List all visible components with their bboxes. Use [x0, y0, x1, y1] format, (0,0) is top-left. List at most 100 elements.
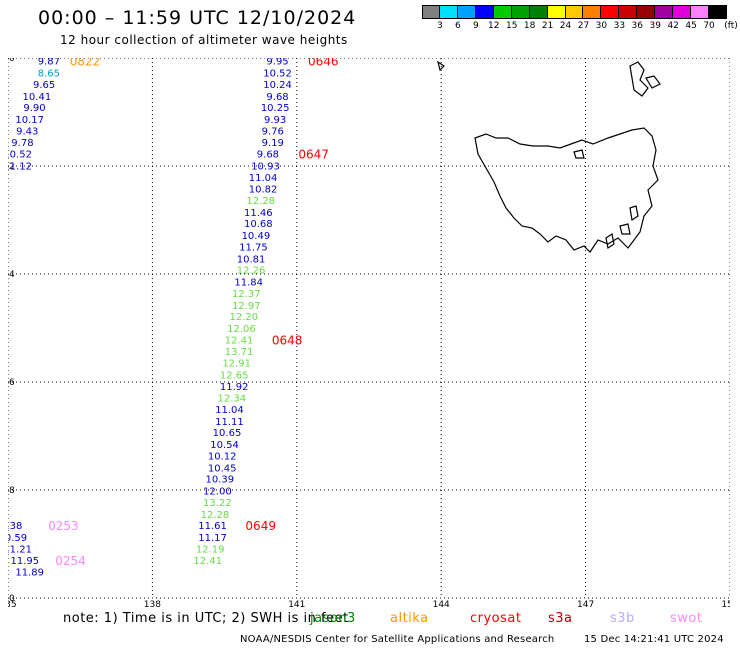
- legend-swatch: [457, 5, 476, 19]
- pass-time-label: 0254: [55, 554, 86, 568]
- legend-swatch: [475, 5, 494, 19]
- wave-height-value: 9.87: [38, 58, 60, 68]
- wave-height-value: 10.39: [205, 475, 234, 486]
- satellite-name-s3b: s3b: [610, 611, 635, 626]
- maria-island-outline: [629, 205, 639, 222]
- wave-height-value: 9.78: [11, 138, 33, 149]
- cape-barren-island-outline: [645, 75, 661, 89]
- longitude-tick-label: 144: [433, 600, 450, 608]
- latitude-tick-label: -50: [8, 594, 15, 604]
- wave-height-value: 9.65: [33, 80, 55, 91]
- legend-level-label: 39: [649, 21, 661, 31]
- satellite-name-s3a: s3a: [548, 611, 573, 626]
- wave-height-value: 10.17: [15, 115, 44, 126]
- legend-swatch: [439, 5, 458, 19]
- latitude-tick-label: -42: [8, 162, 15, 172]
- latitude-tick-label: -46: [8, 378, 15, 388]
- longitude-tick-label: 135: [8, 600, 17, 608]
- legend-swatch: [583, 5, 602, 19]
- legend-swatch: [547, 5, 566, 19]
- wave-height-value: 11.12: [8, 161, 32, 172]
- wave-height-value: 10.68: [244, 219, 273, 230]
- wave-height-value: 12.19: [196, 544, 225, 555]
- wave-height-value: 11.46: [244, 208, 273, 219]
- satellite-name-jason3: jason3: [310, 611, 356, 626]
- wave-height-value: 12.41: [193, 556, 222, 567]
- legend-level-label: 36: [631, 21, 644, 31]
- wave-height-value: 11.75: [239, 242, 268, 253]
- wave-height-value: 13.22: [203, 498, 232, 509]
- footnote: note: 1) Time is in UTC; 2) SWH is in fe…: [63, 611, 349, 626]
- wave-height-value: 8.65: [38, 69, 60, 80]
- axis-tick-labels: 135 138 141 144 147 150 -40 -42 -44 -46 -48 -50: [8, 58, 730, 608]
- pass-time-label: 0253: [48, 519, 79, 533]
- legend-unit-label: (ft): [724, 21, 738, 31]
- wave-height-value: 11.84: [234, 278, 263, 289]
- latitude-tick-label: -48: [8, 486, 15, 496]
- bruny-island-outline: [605, 233, 615, 249]
- wave-height-value: 10.52: [263, 69, 292, 80]
- legend-swatch: [637, 5, 656, 19]
- wave-height-value: 11.95: [11, 556, 40, 567]
- wave-height-value: 9.43: [16, 126, 38, 137]
- wave-height-value: 11.61: [198, 521, 227, 532]
- wave-height-value: 10.12: [208, 451, 237, 462]
- legend-level-label: 18: [523, 21, 536, 31]
- legend-level-label: 27: [577, 21, 590, 31]
- legend-swatch: [422, 5, 440, 19]
- satellite-name-cryosat: cryosat: [470, 611, 522, 626]
- tasman-peninsula-outline: [619, 223, 631, 235]
- wave-height-value: 9.19: [262, 138, 284, 149]
- legend-swatch: [511, 5, 530, 19]
- schouten-island-outline: [573, 149, 585, 159]
- longitude-tick-label: 150: [721, 600, 730, 608]
- legend-swatch: [691, 5, 710, 19]
- satellite-name-altika: altika: [390, 611, 429, 626]
- legend-level-label: 42: [667, 21, 679, 31]
- legend-level-label: 24: [559, 21, 572, 31]
- legend-level-label: 33: [613, 21, 626, 31]
- wave-height-value: 10.82: [249, 185, 278, 196]
- wave-height-value: 12.28: [201, 510, 230, 521]
- wave-height-value: 11.17: [198, 533, 227, 544]
- legend-border: [422, 5, 727, 19]
- legend-swatch: [601, 5, 620, 19]
- wave-height-value: 11.21: [8, 544, 32, 555]
- wave-height-value: 12.41: [225, 335, 254, 346]
- wave-height-value: 10.81: [237, 254, 266, 265]
- pass-time-label: 0647: [298, 148, 329, 162]
- wave-height-value: 11.04: [249, 173, 278, 184]
- wave-height-value: 9.93: [264, 115, 286, 126]
- lat-lon-grid: [8, 58, 730, 599]
- legend-level-label: 15: [505, 21, 518, 31]
- legend-swatch: [673, 5, 692, 19]
- wave-height-value: 9.68: [266, 92, 288, 103]
- wave-height-value: 9.90: [23, 103, 45, 114]
- tasmania-mainland-outline: [474, 127, 659, 253]
- map-title: 00:00 – 11:59 UTC 12/10/2024: [38, 7, 357, 29]
- wave-height-value: 12.37: [232, 289, 261, 300]
- king-island-outline: [437, 60, 445, 72]
- longitude-tick-label: 138: [144, 600, 161, 608]
- legend-swatch: [619, 5, 638, 19]
- wave-height-value: 9.76: [262, 126, 284, 137]
- wave-height-value: 12.26: [237, 266, 266, 277]
- wave-height-value: 12.65: [220, 370, 249, 381]
- wave-height-value: 13.71: [225, 347, 254, 358]
- pass-time-label: 0648: [272, 333, 303, 347]
- legend-level-label: 45: [685, 21, 697, 31]
- wave-height-value: 10.52: [8, 150, 32, 161]
- legend-level-label: 70: [703, 21, 715, 31]
- legend-swatch: [655, 5, 674, 19]
- wave-height-value: 9.68: [257, 150, 279, 161]
- legend-level-label: 21: [541, 21, 554, 31]
- longitude-tick-label: 141: [288, 600, 305, 608]
- wave-height-value: 10.59: [8, 533, 27, 544]
- wave-height-map: 135 138 141 144 147 150 -40 -42 -44 -46 -48 -50 9.8…: [8, 58, 730, 608]
- legend-swatch: [565, 5, 584, 19]
- legend-level-label: 3: [437, 21, 443, 31]
- wave-height-value: 10.38: [8, 521, 22, 532]
- wave-height-value: 12.34: [217, 394, 246, 405]
- pass-time-label: 0822: [70, 58, 101, 69]
- legend-level-label: 6: [455, 21, 461, 31]
